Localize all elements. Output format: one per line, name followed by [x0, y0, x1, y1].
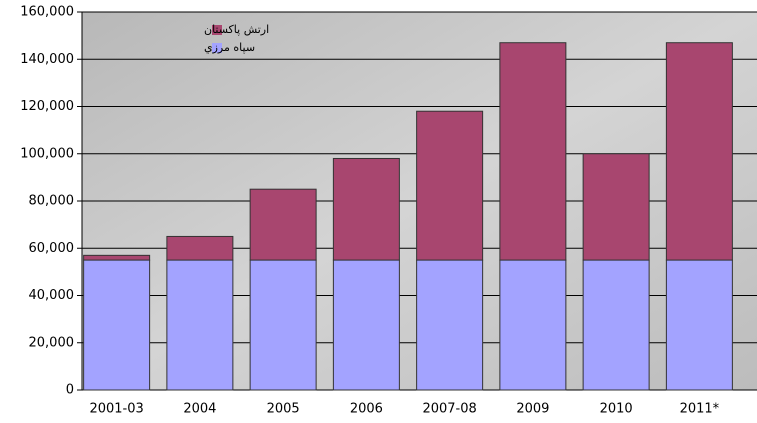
x-tick-label: 2005	[267, 402, 300, 417]
x-tick-label: 2009	[516, 402, 549, 417]
bar-segment	[166, 259, 234, 391]
x-tick-label: 2006	[350, 402, 383, 417]
x-tick-label: 2001-03	[89, 402, 143, 417]
bar-segment	[582, 259, 650, 391]
y-tick-label: 120,000	[20, 99, 74, 114]
y-tick-label: 140,000	[20, 52, 74, 67]
legend-label: ارتش پاکستان	[204, 23, 269, 36]
legend-label: سپاه مرزي	[204, 41, 255, 54]
y-tick-label: 60,000	[29, 241, 75, 256]
bar-segment	[499, 42, 567, 261]
y-tick-label: 160,000	[20, 5, 74, 20]
x-tick-label: 2011*	[680, 402, 720, 417]
y-tick-label: 40,000	[29, 288, 75, 303]
bar-segment	[332, 259, 400, 391]
bar-segment	[249, 259, 317, 391]
bar-segment	[416, 259, 484, 391]
y-tick-label: 0	[66, 383, 74, 398]
bar-segment	[83, 254, 151, 261]
legend-swatch	[212, 25, 222, 35]
x-tick-label: 2007-08	[422, 402, 476, 417]
bar-segment	[249, 188, 317, 261]
bar-segment	[166, 235, 234, 261]
legend-swatch	[212, 43, 222, 53]
bar-segment	[665, 259, 733, 391]
bar-segment	[582, 153, 650, 261]
y-tick-label: 100,000	[20, 146, 74, 161]
bar-segment	[416, 110, 484, 261]
y-tick-label: 80,000	[29, 194, 75, 209]
x-tick-label: 2010	[600, 402, 633, 417]
y-tick-label: 20,000	[29, 335, 75, 350]
bar-segment	[665, 42, 733, 261]
x-tick-label: 2004	[183, 402, 216, 417]
bar-segment	[83, 259, 151, 391]
bar-segment	[499, 259, 567, 391]
bar-segment	[332, 157, 400, 261]
